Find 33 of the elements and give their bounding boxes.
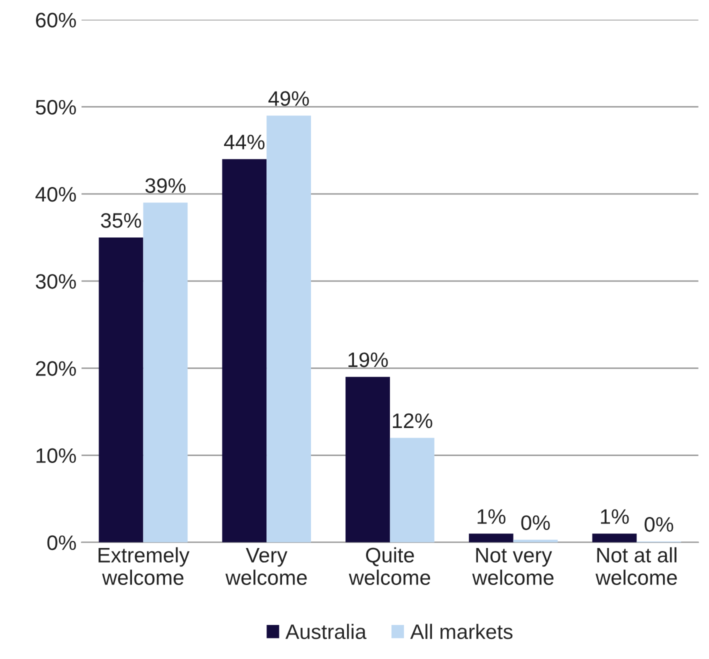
data-label: 0% — [644, 517, 674, 532]
y-tick-label: 30% — [36, 274, 76, 289]
y-tick-label: 20% — [36, 361, 76, 376]
x-tick-label: Very welcome — [225, 548, 307, 585]
y-tick-label: 0% — [47, 535, 76, 550]
data-label: 12% — [392, 413, 432, 428]
bar — [98, 238, 144, 542]
data-label: 49% — [268, 91, 309, 106]
data-label: 35% — [100, 213, 142, 228]
x-tick-label: Not very welcome — [472, 548, 554, 585]
data-label: 39% — [145, 178, 186, 193]
bar — [513, 540, 558, 542]
x-tick-label: Extremely welcome — [98, 547, 190, 585]
y-tick-label: 10% — [36, 448, 76, 464]
data-label: 1% — [601, 509, 629, 524]
y-tick-label: 60% — [36, 12, 76, 28]
data-label: 19% — [348, 352, 388, 368]
bar — [266, 116, 311, 542]
x-tick-label: Not at all welcome — [596, 547, 677, 585]
bar — [390, 438, 434, 542]
bar — [346, 376, 390, 542]
legend-label: All markets — [410, 624, 512, 640]
bar — [222, 159, 267, 542]
x-tick-label: Quite welcome — [348, 547, 430, 585]
legend-label: Australia — [285, 624, 366, 640]
y-tick-label: 40% — [35, 186, 76, 202]
bar — [592, 534, 637, 542]
data-label: 1% — [478, 509, 506, 524]
y-tick-label: 50% — [36, 100, 76, 115]
data-label: 44% — [224, 134, 264, 150]
bar — [143, 202, 188, 542]
bar — [468, 534, 514, 542]
data-label: 0% — [521, 515, 550, 530]
